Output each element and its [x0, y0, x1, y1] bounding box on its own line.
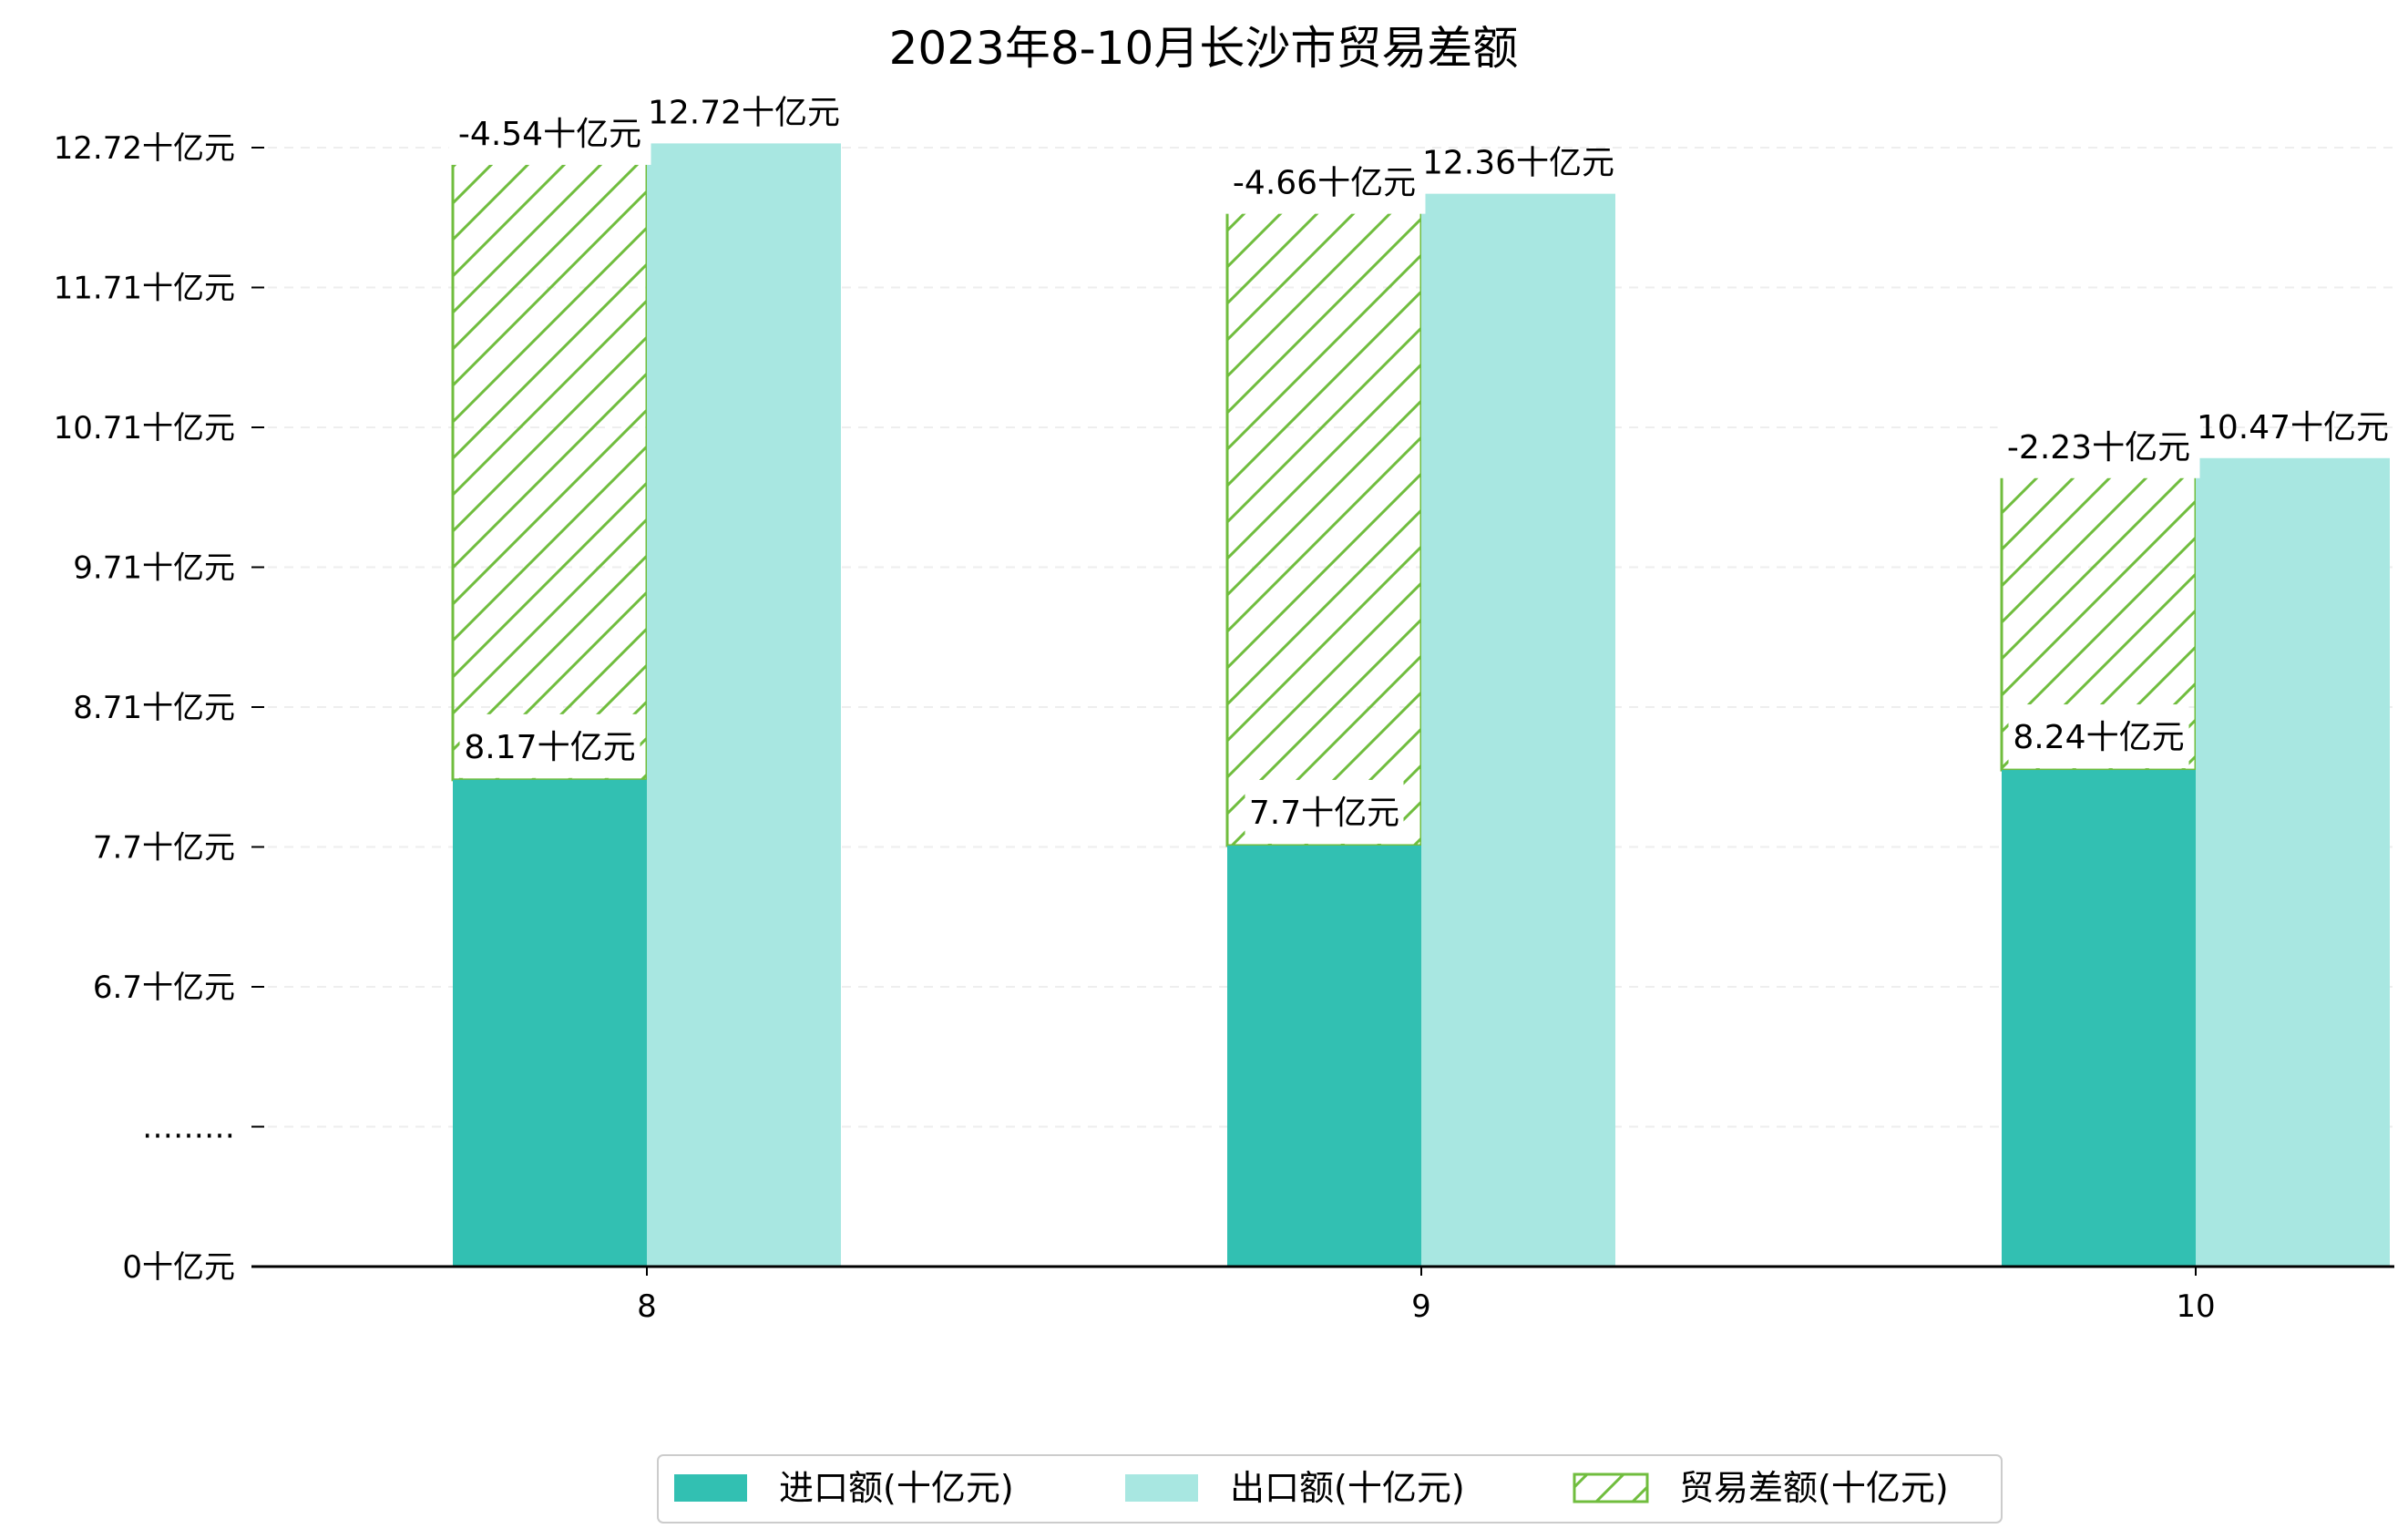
import-label-bg — [2008, 704, 2189, 769]
y-tick-label: 10.71十亿元 — [54, 410, 235, 446]
x-axis-ticks: 8 9 10 — [637, 1267, 2216, 1325]
import-bar — [453, 779, 647, 1267]
balance-label: -2.23十亿元 — [2007, 429, 2190, 467]
y-tick-label: 7.7十亿元 — [93, 830, 235, 867]
y-tick-label: 9.71十亿元 — [73, 550, 235, 587]
import-label-bg — [1245, 779, 1404, 844]
balance-label-bg — [1997, 414, 2200, 478]
import-label: 7.7十亿元 — [1249, 795, 1399, 832]
import-label: 8.24十亿元 — [2013, 719, 2184, 756]
balance-legend-swatch — [1573, 1472, 1649, 1503]
import-legend-label: 进口额(十亿元) — [779, 1468, 1014, 1508]
import-bar — [2002, 770, 2196, 1267]
y-tick-label: 11.71十亿元 — [54, 271, 235, 307]
balance-label-bg — [1223, 149, 1426, 214]
y-axis-ticks: 0十亿元 ……… 6.7十亿元 7.7十亿元 8.71十亿元 9.71十亿元 10.71十亿… — [54, 130, 264, 1286]
balance-label-bg — [448, 100, 651, 165]
export-bar — [1421, 193, 1615, 1267]
legend-frame — [657, 1454, 2003, 1524]
y-tick-label: 12.72十亿元 — [54, 130, 235, 167]
export-bar — [2196, 457, 2390, 1267]
balance-bar — [1225, 210, 1423, 847]
import-bar — [1227, 845, 1421, 1267]
balance-label: -4.54十亿元 — [458, 116, 641, 153]
y-tick-label: 8.71十亿元 — [73, 690, 235, 726]
export-legend-label: 出口额(十亿元) — [1230, 1468, 1465, 1508]
y-tick-label: 6.7十亿元 — [93, 970, 235, 1006]
import-label-bg — [459, 713, 640, 778]
balance-label: -4.66十亿元 — [1233, 165, 1416, 202]
export-label: 12.72十亿元 — [648, 94, 840, 131]
x-tick-label: 8 — [637, 1288, 657, 1325]
x-tick-label: 10 — [2176, 1288, 2215, 1325]
x-tick-label: 9 — [1411, 1288, 1431, 1325]
legend: 进口额(十亿元) 出口额(十亿元) 贸易差额(十亿元) — [657, 1454, 2003, 1524]
bars — [451, 143, 2390, 1267]
export-label: 10.47十亿元 — [2197, 409, 2389, 446]
export-label: 12.36十亿元 — [1422, 145, 1614, 182]
balance-bar — [451, 161, 649, 782]
y-tick-label: ……… — [142, 1110, 235, 1146]
import-label: 8.17十亿元 — [464, 729, 635, 766]
export-legend-swatch — [1125, 1474, 1198, 1502]
chart-title: 2023年8-10月长沙市贸易差额 — [889, 22, 1519, 75]
import-legend-swatch — [674, 1474, 747, 1502]
export-bar — [647, 143, 841, 1267]
y-tick-label: 0十亿元 — [122, 1249, 235, 1286]
balance-legend-label: 贸易差额(十亿元) — [1679, 1468, 1949, 1508]
